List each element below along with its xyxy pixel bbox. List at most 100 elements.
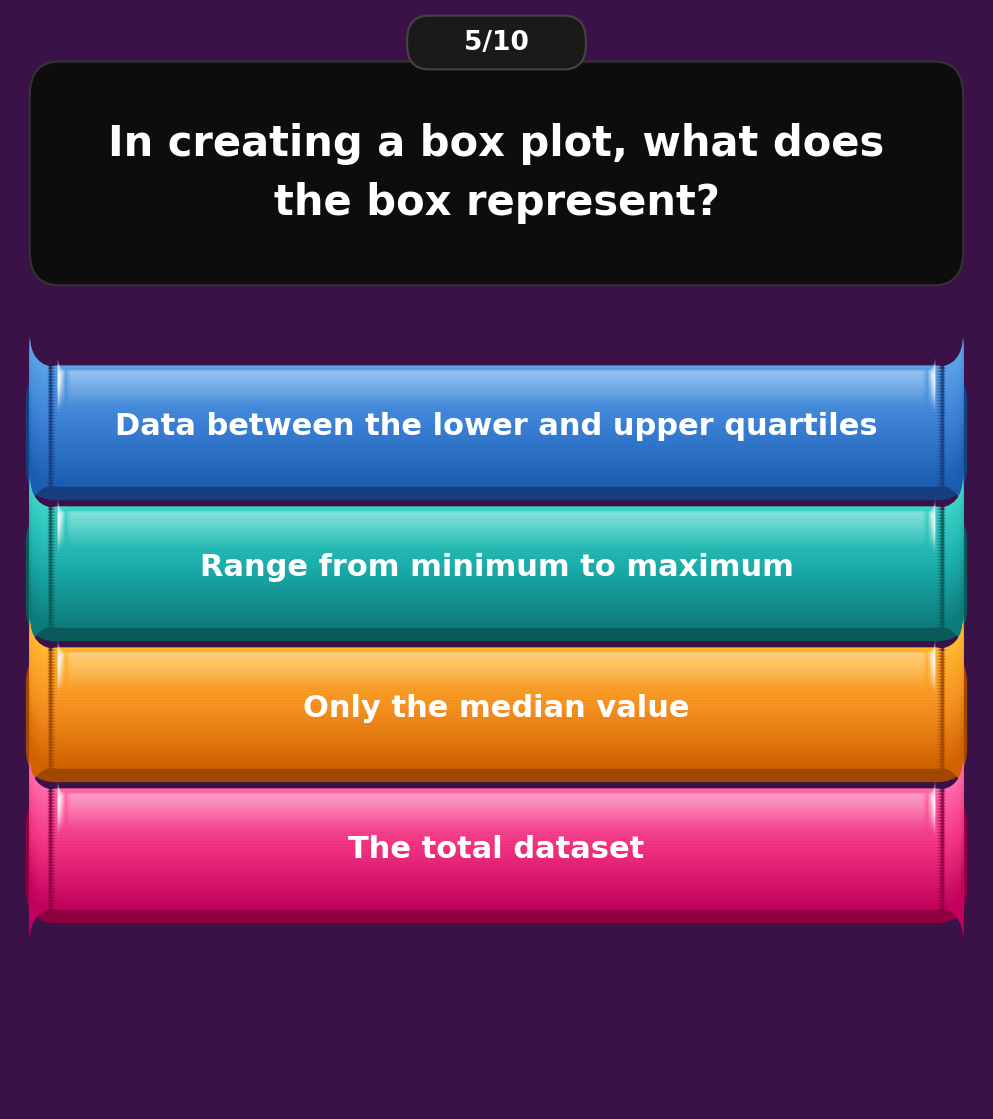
FancyBboxPatch shape: [30, 551, 963, 615]
FancyBboxPatch shape: [30, 538, 963, 603]
FancyBboxPatch shape: [58, 511, 935, 543]
FancyBboxPatch shape: [30, 820, 963, 885]
FancyBboxPatch shape: [30, 495, 963, 560]
FancyBboxPatch shape: [58, 659, 935, 690]
FancyBboxPatch shape: [30, 564, 963, 629]
FancyBboxPatch shape: [30, 350, 963, 415]
FancyBboxPatch shape: [30, 440, 963, 505]
FancyBboxPatch shape: [30, 560, 963, 624]
FancyBboxPatch shape: [30, 443, 963, 508]
FancyBboxPatch shape: [30, 761, 963, 827]
FancyBboxPatch shape: [58, 661, 935, 693]
FancyBboxPatch shape: [30, 380, 963, 445]
FancyBboxPatch shape: [30, 714, 963, 779]
FancyBboxPatch shape: [30, 345, 963, 410]
FancyBboxPatch shape: [30, 433, 963, 499]
FancyBboxPatch shape: [30, 528, 963, 593]
FancyBboxPatch shape: [30, 508, 963, 573]
FancyBboxPatch shape: [30, 487, 963, 552]
FancyBboxPatch shape: [58, 374, 935, 405]
FancyBboxPatch shape: [30, 650, 963, 716]
FancyBboxPatch shape: [30, 721, 963, 786]
FancyBboxPatch shape: [30, 349, 963, 414]
FancyBboxPatch shape: [58, 665, 935, 696]
FancyBboxPatch shape: [30, 615, 963, 680]
FancyBboxPatch shape: [30, 507, 963, 572]
FancyBboxPatch shape: [58, 368, 935, 399]
FancyBboxPatch shape: [30, 680, 963, 746]
FancyBboxPatch shape: [30, 450, 963, 515]
FancyBboxPatch shape: [58, 641, 935, 673]
FancyBboxPatch shape: [30, 778, 963, 843]
FancyBboxPatch shape: [30, 777, 963, 841]
FancyBboxPatch shape: [58, 506, 935, 537]
FancyBboxPatch shape: [30, 558, 963, 623]
FancyBboxPatch shape: [30, 411, 963, 476]
FancyBboxPatch shape: [30, 685, 963, 751]
FancyBboxPatch shape: [30, 725, 963, 790]
FancyBboxPatch shape: [30, 722, 963, 787]
FancyBboxPatch shape: [30, 357, 963, 422]
FancyBboxPatch shape: [30, 504, 963, 568]
FancyBboxPatch shape: [30, 367, 963, 432]
FancyBboxPatch shape: [30, 817, 963, 883]
FancyBboxPatch shape: [26, 650, 967, 782]
FancyBboxPatch shape: [30, 789, 963, 854]
FancyBboxPatch shape: [30, 771, 963, 836]
FancyBboxPatch shape: [30, 414, 963, 479]
FancyBboxPatch shape: [30, 379, 963, 444]
FancyBboxPatch shape: [30, 735, 963, 800]
FancyBboxPatch shape: [58, 499, 935, 529]
FancyBboxPatch shape: [30, 840, 963, 905]
FancyBboxPatch shape: [30, 811, 963, 876]
FancyBboxPatch shape: [30, 417, 963, 482]
FancyBboxPatch shape: [30, 576, 963, 641]
FancyBboxPatch shape: [30, 573, 963, 638]
FancyBboxPatch shape: [58, 782, 935, 814]
FancyBboxPatch shape: [30, 763, 963, 828]
FancyBboxPatch shape: [30, 593, 963, 658]
FancyBboxPatch shape: [30, 658, 963, 723]
FancyBboxPatch shape: [58, 791, 935, 822]
FancyBboxPatch shape: [30, 819, 963, 884]
FancyBboxPatch shape: [30, 807, 963, 872]
FancyBboxPatch shape: [58, 382, 935, 413]
FancyBboxPatch shape: [30, 854, 963, 919]
FancyBboxPatch shape: [30, 852, 963, 918]
FancyBboxPatch shape: [30, 415, 963, 480]
FancyBboxPatch shape: [30, 375, 963, 440]
FancyBboxPatch shape: [30, 769, 963, 834]
FancyBboxPatch shape: [30, 342, 963, 408]
FancyBboxPatch shape: [30, 355, 963, 420]
FancyBboxPatch shape: [58, 365, 935, 396]
FancyBboxPatch shape: [30, 648, 963, 713]
FancyBboxPatch shape: [30, 389, 963, 454]
FancyBboxPatch shape: [58, 526, 935, 557]
FancyBboxPatch shape: [30, 665, 963, 730]
FancyBboxPatch shape: [58, 799, 935, 830]
FancyBboxPatch shape: [30, 526, 963, 591]
FancyBboxPatch shape: [58, 808, 935, 839]
FancyBboxPatch shape: [30, 570, 963, 636]
FancyBboxPatch shape: [30, 509, 963, 575]
FancyBboxPatch shape: [30, 833, 963, 897]
FancyBboxPatch shape: [30, 368, 963, 434]
FancyBboxPatch shape: [30, 572, 963, 637]
FancyBboxPatch shape: [30, 519, 963, 584]
FancyBboxPatch shape: [30, 829, 963, 894]
FancyBboxPatch shape: [30, 554, 963, 619]
FancyBboxPatch shape: [30, 432, 963, 497]
FancyBboxPatch shape: [30, 786, 963, 850]
FancyBboxPatch shape: [30, 711, 963, 777]
FancyBboxPatch shape: [30, 662, 963, 727]
FancyBboxPatch shape: [58, 377, 935, 408]
FancyBboxPatch shape: [58, 658, 935, 689]
FancyBboxPatch shape: [30, 453, 963, 518]
FancyBboxPatch shape: [30, 373, 963, 439]
FancyBboxPatch shape: [58, 523, 935, 554]
FancyBboxPatch shape: [30, 631, 963, 696]
FancyBboxPatch shape: [30, 406, 963, 471]
FancyBboxPatch shape: [30, 826, 963, 892]
FancyBboxPatch shape: [30, 660, 963, 725]
FancyBboxPatch shape: [30, 850, 963, 915]
